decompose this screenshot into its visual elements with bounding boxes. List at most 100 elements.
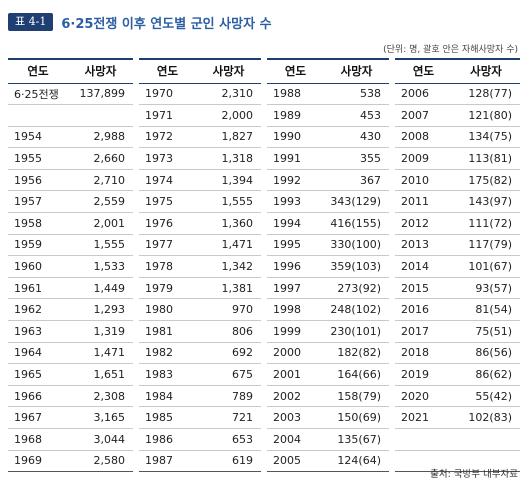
deaths-cell: 1,319 xyxy=(68,320,136,343)
table-body: 6·25전쟁 137,899 1970 2,310 1988 538 2006 128(77)… xyxy=(8,83,520,473)
year-cell: 1977 xyxy=(133,234,196,257)
source-note: 출처: 국방부 내부자료 xyxy=(430,469,518,480)
deaths-cell: 2,308 xyxy=(68,385,136,408)
year-cell: 2017 xyxy=(389,320,452,343)
deaths-cell: 128(77) xyxy=(452,83,520,106)
table-row: 1960 1,533 1978 1,342 1996 359(103) 2014 101(67… xyxy=(8,255,520,278)
year-cell: 2006 xyxy=(389,83,452,106)
year-cell: 1994 xyxy=(261,212,324,235)
table-row: 1959 1,555 1977 1,471 1995 330(100) 2013 117(79… xyxy=(8,234,520,257)
year-cell: 1971 xyxy=(133,104,196,127)
year-cell: 6·25전쟁 xyxy=(8,83,68,106)
table-row: 6·25전쟁 137,899 1970 2,310 1988 538 2006 128(77) xyxy=(8,83,520,106)
deaths-cell: 1,827 xyxy=(196,126,264,149)
year-cell: 1997 xyxy=(261,277,324,300)
table-row: 1969 2,580 1987 619 2005 124(64) xyxy=(8,450,520,473)
table-row: 1971 2,000 1989 453 2007 121(80) xyxy=(8,104,520,127)
deaths-cell: 81(54) xyxy=(452,298,520,322)
year-cell: 2020 xyxy=(389,385,452,408)
deaths-cell: 430 xyxy=(324,126,392,149)
table-number-tag: 표 4-1 xyxy=(8,13,54,31)
year-cell: 1993 xyxy=(261,190,324,214)
deaths-cell: 1,533 xyxy=(68,255,136,278)
deaths-cell: 2,559 xyxy=(68,190,136,214)
table-row: 1954 2,988 1972 1,827 1990 430 2008 134(75) xyxy=(8,126,520,149)
header-year: 연도 xyxy=(389,58,452,84)
year-cell: 1978 xyxy=(133,255,196,278)
deaths-cell: 367 xyxy=(324,169,392,192)
year-cell: 1966 xyxy=(8,385,68,408)
year-cell: 1964 xyxy=(8,342,68,365)
year-cell: 2001 xyxy=(261,363,324,386)
year-cell: 1969 xyxy=(8,450,68,473)
year-cell: 1957 xyxy=(8,190,68,214)
deaths-cell: 675 xyxy=(196,363,264,386)
table-row: 1967 3,165 1985 721 2003 150(69) 2021 102(83) xyxy=(8,406,520,429)
year-cell: 1986 xyxy=(133,428,196,451)
year-cell: 1968 xyxy=(8,428,68,451)
deaths-cell: 453 xyxy=(324,104,392,127)
year-cell: 1963 xyxy=(8,320,68,343)
deaths-cell: 2,710 xyxy=(68,169,136,192)
deaths-cell: 2,660 xyxy=(68,147,136,170)
page-title: 6·25전쟁 이후 연도별 군인 사망자 수 xyxy=(61,16,272,32)
year-cell: 1984 xyxy=(133,385,196,408)
year-cell: 1999 xyxy=(261,320,324,343)
year-cell: 1987 xyxy=(133,450,196,473)
year-cell: 2011 xyxy=(389,190,452,214)
deaths-cell: 182(82) xyxy=(324,342,392,365)
deaths-cell: 75(51) xyxy=(452,320,520,343)
year-cell: 1979 xyxy=(133,277,196,300)
table-row: 1958 2,001 1976 1,360 1994 416(155) 2012 111(72… xyxy=(8,212,520,235)
year-cell: 1970 xyxy=(133,83,196,106)
table-row: 1965 1,651 1983 675 2001 164(66) 2019 86(62) xyxy=(8,363,520,386)
year-cell: 1959 xyxy=(8,234,68,257)
deaths-cell: 117(79) xyxy=(452,234,520,257)
deaths-cell: 1,293 xyxy=(68,298,136,322)
year-cell: 2021 xyxy=(389,406,452,429)
deaths-cell: 150(69) xyxy=(324,406,392,429)
deaths-cell: 2,000 xyxy=(196,104,264,127)
deaths-cell: 1,394 xyxy=(196,169,264,192)
table-row: 1957 2,559 1975 1,555 1993 343(129) 2011 143(97… xyxy=(8,190,520,214)
deaths-cell xyxy=(452,450,520,473)
year-cell: 1955 xyxy=(8,147,68,170)
deaths-cell: 93(57) xyxy=(452,277,520,300)
year-cell: 1976 xyxy=(133,212,196,235)
table-row: 1956 2,710 1974 1,394 1992 367 2010 175(82) xyxy=(8,169,520,192)
deaths-cell: 789 xyxy=(196,385,264,408)
year-cell: 2010 xyxy=(389,169,452,192)
year-cell: 1985 xyxy=(133,406,196,429)
year-cell: 1991 xyxy=(261,147,324,170)
year-cell: 1961 xyxy=(8,277,68,300)
year-cell: 2016 xyxy=(389,298,452,322)
deaths-cell: 538 xyxy=(324,83,392,106)
header-year: 연도 xyxy=(8,58,68,84)
deaths-cell: 86(56) xyxy=(452,342,520,365)
deaths-cell: 1,471 xyxy=(196,234,264,257)
deaths-cell: 121(80) xyxy=(452,104,520,127)
deaths-cell: 3,165 xyxy=(68,406,136,429)
deaths-cell: 111(72) xyxy=(452,212,520,235)
deaths-cell: 86(62) xyxy=(452,363,520,386)
deaths-cell: 175(82) xyxy=(452,169,520,192)
year-cell: 2019 xyxy=(389,363,452,386)
deaths-cell: 102(83) xyxy=(452,406,520,429)
year-cell xyxy=(389,450,452,473)
year-cell: 1974 xyxy=(133,169,196,192)
year-cell: 1982 xyxy=(133,342,196,365)
deaths-cell: 416(155) xyxy=(324,212,392,235)
year-cell: 2015 xyxy=(389,277,452,300)
deaths-cell: 2,001 xyxy=(68,212,136,235)
deaths-cell: 158(79) xyxy=(324,385,392,408)
table-header-row: 연도 사망자 연도 사망자 연도 사망자 연도 사망자 xyxy=(8,58,520,84)
casualty-table: 연도 사망자 연도 사망자 연도 사망자 연도 사망자 6·25전쟁 137,89… xyxy=(8,58,520,473)
deaths-cell: 1,555 xyxy=(68,234,136,257)
table-row: 1961 1,449 1979 1,381 1997 273(92) 2015 93(57) xyxy=(8,277,520,300)
year-cell: 2009 xyxy=(389,147,452,170)
year-cell: 2018 xyxy=(389,342,452,365)
table-caption: 표 4-1 6·25전쟁 이후 연도별 군인 사망자 수 xyxy=(8,12,272,32)
year-cell: 1996 xyxy=(261,255,324,278)
header-deaths: 사망자 xyxy=(196,58,264,84)
year-cell: 1980 xyxy=(133,298,196,322)
